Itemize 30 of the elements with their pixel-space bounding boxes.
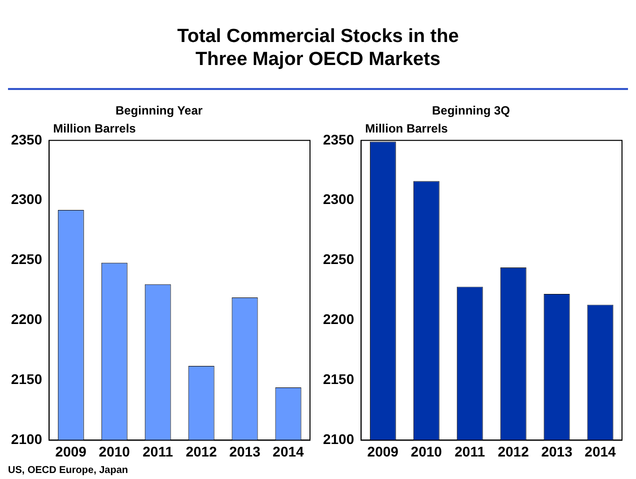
y-tick-label: 2100 [10,431,42,448]
y-tick-label: 2200 [10,311,42,328]
y-axis-title: Million Barrels [53,122,136,136]
x-tick-label: 2013 [541,443,573,460]
x-tick-label: 2009 [367,443,399,460]
chart-title: Total Commercial Stocks in the Three Major OECD Markets [176,25,460,71]
x-tick-label: 2014 [272,443,304,460]
y-tick-label: 2150 [10,371,42,388]
y-axis-title: Million Barrels [365,122,448,136]
x-tick-label: 2010 [98,443,130,460]
y-tick-label: 2300 [10,191,42,208]
x-tick-label: 2012 [498,443,530,460]
text: US, OECD Europe, Japan [8,465,130,476]
y-tick-label: 2350 [10,131,42,148]
x-tick-label: 2009 [55,443,87,460]
x-tick-label: 2011 [454,443,486,460]
y-tick-label: 2300 [322,191,354,208]
x-tick-label: 2013 [229,443,261,460]
y-tick-label: 2250 [322,251,354,268]
y-tick-label: 2150 [322,371,354,388]
y-tick-label: 2350 [322,131,354,148]
chart-subtitle: Beginning Year [115,104,203,118]
x-tick-label: 2012 [186,443,218,460]
y-tick-label: 2200 [322,311,354,328]
y-tick-label: 2100 [322,431,354,448]
x-tick-label: 2014 [584,443,616,460]
chart-subtitle: Beginning 3Q [432,104,510,118]
x-tick-label: 2010 [410,443,442,460]
x-tick-label: 2011 [142,443,174,460]
y-tick-label: 2250 [10,251,42,268]
